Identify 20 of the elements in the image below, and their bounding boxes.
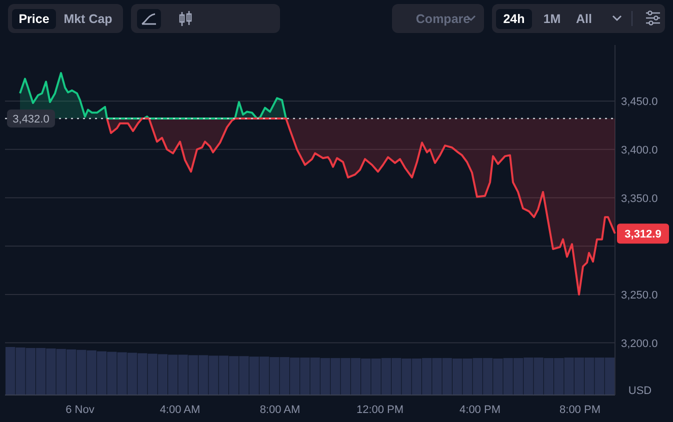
y-tick-label: 3,350.0 <box>621 192 658 205</box>
x-tick-label: 4:00 PM <box>460 404 500 416</box>
text: Compare <box>416 12 470 26</box>
x-tick-label: 8:00 AM <box>260 404 300 416</box>
y-tick-label: 3,400.0 <box>621 144 658 156</box>
text: Mkt Cap <box>64 12 113 26</box>
y-axis-title: USD <box>628 385 652 397</box>
text: 1M <box>543 12 561 26</box>
text: 24h <box>503 12 525 26</box>
y-tick-label: 3,450.0 <box>621 96 658 108</box>
x-tick-label: 12:00 PM <box>356 404 404 416</box>
text: Price <box>18 12 50 26</box>
x-tick-label: 4:00 AM <box>160 404 200 416</box>
annotation: 3,312.9 <box>624 228 662 241</box>
ref-line-label: 3,432.0 <box>12 113 50 126</box>
text: All <box>576 12 592 26</box>
y-tick-label: 3,250.0 <box>621 289 658 302</box>
x-tick-label: 8:00 PM <box>560 404 600 416</box>
y-tick-label: 3,200.0 <box>621 338 658 350</box>
x-tick-label: 6 Nov <box>66 404 95 416</box>
